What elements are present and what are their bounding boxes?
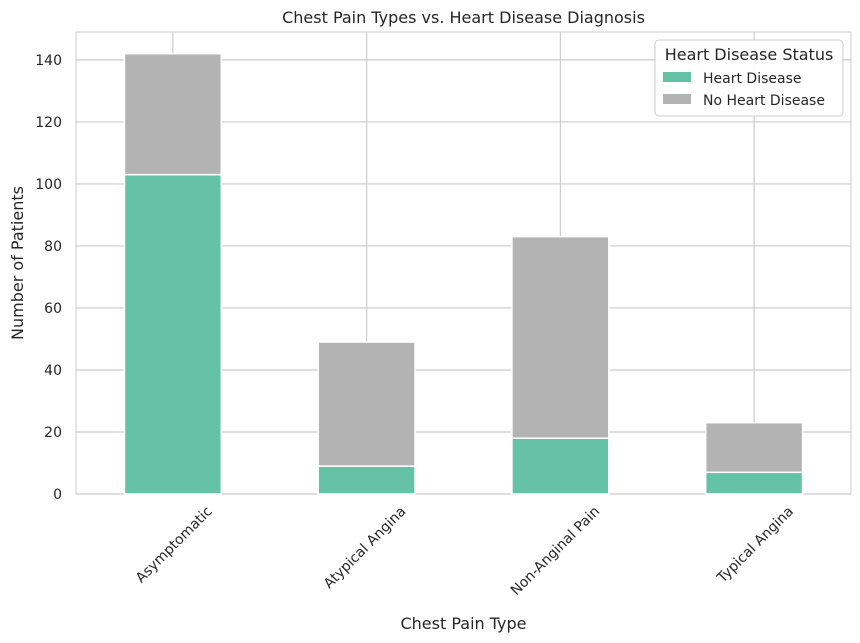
- bar-segment: [317, 465, 416, 495]
- bar-segment: [317, 341, 416, 467]
- y-axis-ticks: 0 20 40 60 80 100 120 140: [35, 53, 62, 503]
- x-tick-label: Typical Angina: [714, 504, 797, 587]
- bar-segment: [511, 437, 610, 495]
- x-axis-ticks: Asymptomatic Atypical Angina Non-Anginal P…: [133, 504, 797, 599]
- legend-label: No Heart Disease: [703, 93, 825, 109]
- legend-items: Heart Disease No Heart Disease: [663, 71, 825, 109]
- y-tick-label: 140: [35, 53, 62, 69]
- legend-swatch: [663, 72, 691, 82]
- y-axis-label: Number of Patients: [8, 186, 27, 340]
- x-axis-label: Chest Pain Type: [400, 614, 526, 633]
- y-tick-label: 100: [35, 177, 62, 193]
- legend-label: Heart Disease: [703, 71, 801, 87]
- y-tick-label: 20: [44, 425, 62, 441]
- x-tick-label: Non-Anginal Pain: [508, 504, 603, 599]
- legend-swatch: [663, 94, 691, 104]
- y-tick-label: 120: [35, 115, 62, 131]
- y-tick-label: 60: [44, 301, 62, 317]
- plot-area: [75, 31, 852, 495]
- bar-segment: [511, 235, 610, 439]
- chart-title: Chest Pain Types vs. Heart Disease Diagn…: [282, 8, 645, 27]
- x-tick-label: Asymptomatic: [133, 504, 216, 587]
- bars: [123, 52, 804, 495]
- bar-segment: [704, 471, 804, 495]
- y-tick-label: 40: [44, 363, 62, 379]
- bar-segment: [704, 421, 804, 474]
- y-tick-label: 0: [53, 487, 62, 503]
- bar-segment: [123, 52, 223, 176]
- legend: Heart Disease Status Heart Disease No Hea…: [654, 39, 844, 117]
- legend-box: [654, 39, 844, 117]
- legend-title: Heart Disease Status: [665, 45, 834, 64]
- x-tick-label: Atypical Angina: [321, 504, 410, 593]
- bar-segment: [123, 173, 223, 495]
- y-tick-label: 80: [44, 239, 62, 255]
